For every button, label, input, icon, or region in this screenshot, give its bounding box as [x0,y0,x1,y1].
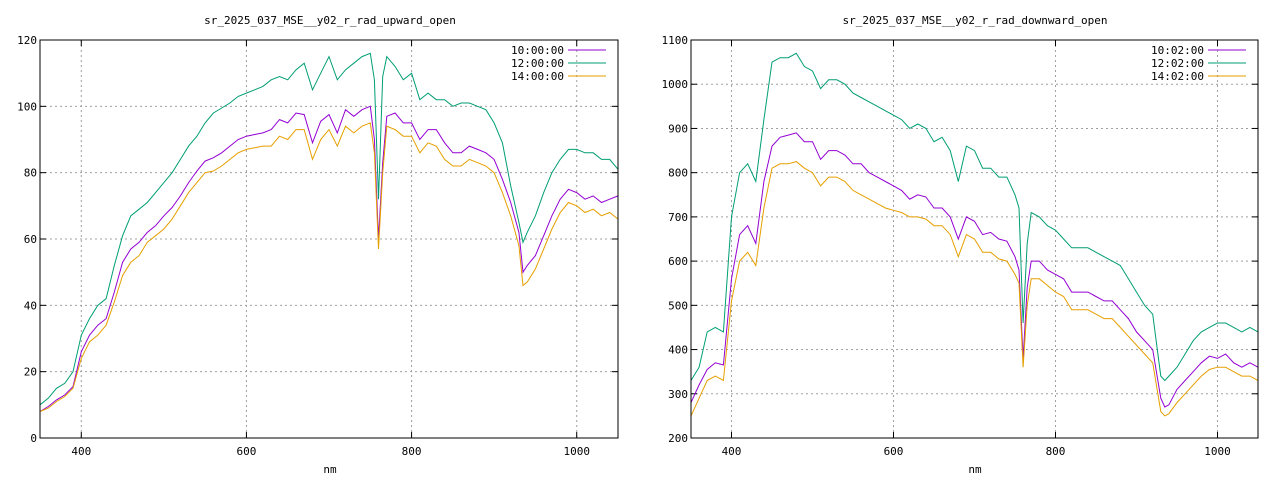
plot-frame [690,39,1259,439]
series-line-14-02-00 [690,161,1259,417]
chart-title: sr_2025_037_MSE__y02_r_rad_upward_open [204,14,456,27]
x-axis-label: nm [323,463,337,476]
series-line-14-00-00 [39,122,619,412]
x-tick-label: 600 [884,445,904,458]
y-tick-label: 20 [24,366,37,379]
upward-chart: sr_2025_037_MSE__y02_r_rad_upward_open n… [17,14,619,476]
chart-title: sr_2025_037_MSE__y02_r_rad_downward_open [843,14,1108,27]
y-tick-label: 0 [30,432,37,445]
y-tick-label: 80 [24,167,37,180]
y-tick-label: 120 [17,34,37,47]
plot-frame [39,39,619,439]
y-tick-label: 700 [668,211,688,224]
series-line-12-02-00 [690,52,1259,382]
x-tick-label: 800 [402,445,422,458]
x-tick-label: 1000 [1204,445,1231,458]
y-tick-label: 900 [668,122,688,135]
series-line-10-02-00 [690,132,1259,408]
y-tick-label: 200 [668,432,688,445]
x-tick-label: 600 [236,445,256,458]
legend-label: 10:00:00 [511,44,564,57]
series-line-10-00-00 [39,105,619,412]
x-axis-label: nm [968,463,982,476]
y-tick-label: 60 [24,233,37,246]
x-tick-label: 1000 [563,445,590,458]
legend-label: 10:02:00 [1151,44,1204,57]
y-tick-label: 400 [668,344,688,357]
legend-label: 14:02:00 [1151,70,1204,83]
y-tick-label: 500 [668,299,688,312]
y-tick-label: 600 [668,255,688,268]
legend-label: 14:00:00 [511,70,564,83]
legend-label: 12:02:00 [1151,57,1204,70]
y-tick-label: 800 [668,167,688,180]
y-tick-label: 300 [668,388,688,401]
y-tick-label: 100 [17,100,37,113]
y-tick-label: 1100 [662,34,689,47]
x-tick-label: 400 [722,445,742,458]
x-tick-label: 800 [1046,445,1066,458]
x-tick-label: 400 [71,445,91,458]
downward-chart: sr_2025_037_MSE__y02_r_rad_downward_open… [662,14,1259,476]
series-line-12-00-00 [39,52,619,406]
y-tick-label: 40 [24,299,37,312]
y-tick-label: 1000 [662,78,689,91]
legend-label: 12:00:00 [511,57,564,70]
